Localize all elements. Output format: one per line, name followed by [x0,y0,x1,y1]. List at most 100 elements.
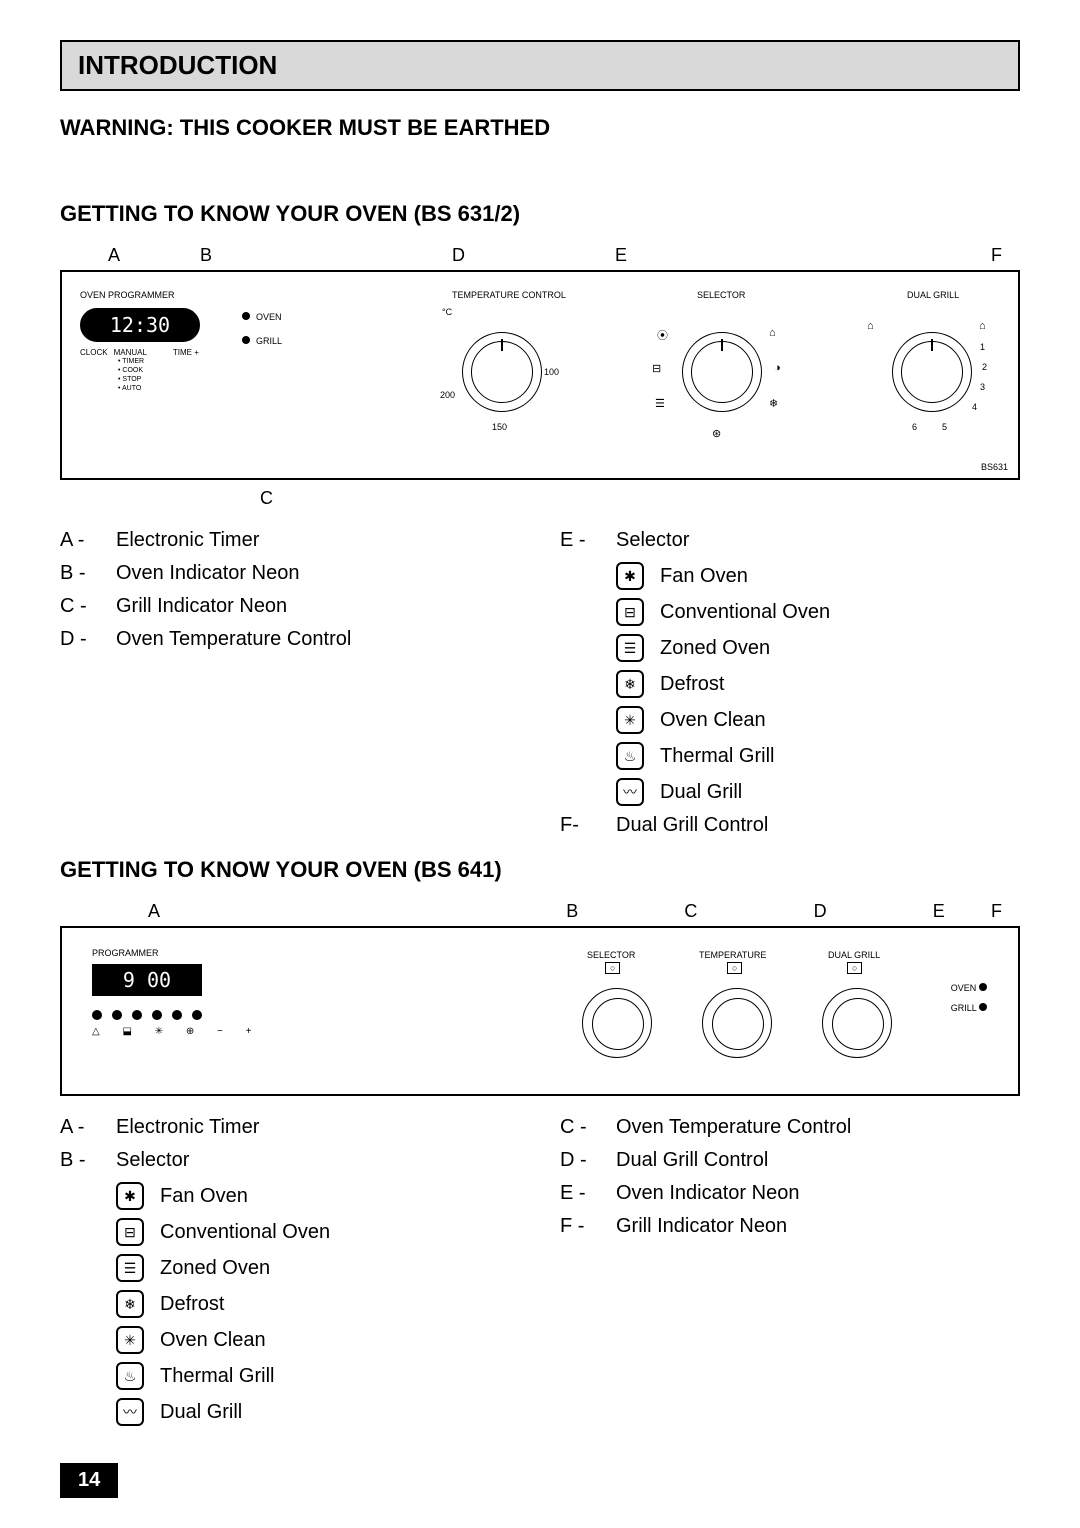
dual-641-knob [822,988,892,1058]
clean-641-text: Oven Clean [160,1329,266,1352]
label-641-d: D [814,901,827,922]
fan-icon: ✱ [616,562,644,590]
temp-knob [462,332,542,412]
selector-knob [682,332,762,412]
label-641-e: E [933,901,945,922]
oven-neon-641-icon [979,983,987,991]
programmer-block: OVEN PROGRAMMER 12:30 CLOCK MANUAL TIME … [80,290,200,393]
labels-row-631: A B D E F [60,245,1020,266]
temp-150: 150 [492,422,507,432]
page-number: 14 [60,1463,118,1498]
text-d: Oven Temperature Control [116,628,351,651]
dot-row [92,1010,261,1020]
letter-641-d: D - [560,1149,596,1172]
oven-neon-icon [242,312,250,320]
label-d: D [452,245,465,266]
text-641-f: Grill Indicator Neon [616,1215,787,1238]
sub-labels: • TIMER • COOK • STOP • AUTO [118,357,200,393]
panel-631: OVEN PROGRAMMER 12:30 CLOCK MANUAL TIME … [60,270,1020,480]
legend-641: A - Electronic Timer B - Selector ✱ Fan Ove… [60,1116,1020,1434]
conventional-icon: ⊟ [116,1218,144,1246]
programmer-641-label: PROGRAMMER [92,948,261,958]
letter-d: D - [60,628,96,651]
zoned-text: Zoned Oven [660,637,770,660]
letter-641-e: E - [560,1182,596,1205]
thermal-grill-icon: ♨ [616,742,644,770]
letter-641-c: C - [560,1116,596,1139]
clean-icon: ✳ [616,706,644,734]
heading-631: GETTING TO KNOW YOUR OVEN (BS 631/2) [60,201,1020,227]
letter-641-b: B - [60,1149,96,1172]
letter-e: E - [560,529,596,552]
lcd-641: 9 00 [92,964,202,996]
label-a: A [108,245,120,266]
clock-label: CLOCK [80,348,108,357]
legend-631-left: A -Electronic Timer B -Oven Indicator Ne… [60,529,520,847]
label-f: F [991,245,1002,266]
letter-641-f: F - [560,1215,596,1238]
label-641-a: A [148,901,160,922]
programmer-label: OVEN PROGRAMMER [80,290,200,300]
text-c: Grill Indicator Neon [116,595,287,618]
conv-text: Conventional Oven [660,601,830,624]
fan-icon: ✱ [116,1182,144,1210]
grill-neon-641-icon [979,1003,987,1011]
letter-c: C - [60,595,96,618]
zoned-641-text: Zoned Oven [160,1257,270,1280]
temp-control-label: TEMPERATURE CONTROL [452,290,566,300]
label-641-c: C [684,901,697,922]
selector-641-label: SELECTOR [587,950,635,960]
model-code: BS631 [981,462,1008,472]
zoned-icon: ☰ [116,1254,144,1282]
selector-641-knob [582,988,652,1058]
neon-block: OVEN GRILL [242,312,282,346]
conv-641-text: Conventional Oven [160,1221,330,1244]
dualgrill-641-text: Dual Grill [160,1401,242,1424]
text-641-a: Electronic Timer [116,1116,259,1139]
temp-200: 200 [440,390,455,400]
dual-grill-knob [892,332,972,412]
letter-f: F- [560,814,596,837]
letter-b: B - [60,562,96,585]
dualgrill-text: Dual Grill [660,781,742,804]
label-b: B [200,245,212,266]
neon-641: OVEN GRILL [951,983,993,1013]
temp-100: 100 [544,367,559,377]
temp-641-label: TEMPERATURE [699,950,766,960]
temp-unit: °C [442,307,452,317]
label-641-b: B [566,901,578,922]
letter-641-a: A - [60,1116,96,1139]
thermal-641-text: Thermal Grill [160,1365,274,1388]
defrost-icon: ❄ [616,670,644,698]
text-641-b: Selector [116,1149,189,1172]
text-641-c: Oven Temperature Control [616,1116,851,1139]
dual-641-label: DUAL GRILL [828,950,880,960]
dual-grill-label: DUAL GRILL [907,290,959,300]
section-header: INTRODUCTION [60,40,1020,91]
neon-grill-label: GRILL [256,336,282,346]
defrost-641-text: Defrost [160,1293,224,1316]
clean-text: Oven Clean [660,709,766,732]
defrost-icon: ❄ [116,1290,144,1318]
conventional-icon: ⊟ [616,598,644,626]
text-b: Oven Indicator Neon [116,562,299,585]
legend-631: A -Electronic Timer B -Oven Indicator Ne… [60,529,1020,847]
text-641-e: Oven Indicator Neon [616,1182,799,1205]
grill-neon-icon [242,336,250,344]
temp-641-knob [702,988,772,1058]
legend-641-left: A - Electronic Timer B - Selector ✱ Fan Ove… [60,1116,520,1434]
text-f: Dual Grill Control [616,814,768,837]
zoned-icon: ☰ [616,634,644,662]
heading-641: GETTING TO KNOW YOUR OVEN (BS 641) [60,857,1020,883]
lcd-display: 12:30 [80,308,200,342]
warning-text: WARNING: THIS COOKER MUST BE EARTHED [60,115,1020,141]
oven-neon-641-label: OVEN [951,983,977,993]
fan-641-text: Fan Oven [160,1185,248,1208]
legend-641-right: C -Oven Temperature Control D -Dual Gril… [560,1116,1020,1434]
dual-grill-icon: 〰 [116,1398,144,1426]
panel-641: PROGRAMMER 9 00 △ ⬓ ✳ ⊕ − + SELECTOR ○ T… [60,926,1020,1096]
defrost-text: Defrost [660,673,724,696]
dual-grill-icon: 〰 [616,778,644,806]
fan-text: Fan Oven [660,565,748,588]
neon-oven-label: OVEN [256,312,282,322]
